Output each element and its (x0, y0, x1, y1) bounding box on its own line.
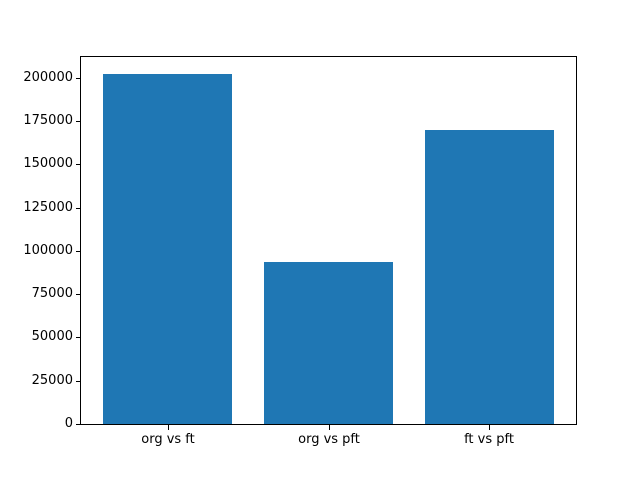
x-tick-mark (329, 425, 330, 430)
y-tick-label: 75000 (31, 286, 73, 301)
x-tick-mark (489, 425, 490, 430)
y-tick-label: 150000 (23, 156, 73, 171)
y-tick-mark (76, 381, 81, 382)
x-tick-mark (168, 425, 169, 430)
y-tick-label: 25000 (31, 373, 73, 388)
bar-org-vs-pft (264, 262, 393, 424)
y-tick-mark (76, 78, 81, 79)
y-tick-mark (76, 121, 81, 122)
bar-ft-vs-pft (425, 130, 554, 424)
y-tick-mark (76, 208, 81, 209)
x-tick-label: org vs ft (141, 432, 195, 447)
y-tick-mark (76, 337, 81, 338)
y-tick-mark (76, 424, 81, 425)
bar-org-vs-ft (103, 74, 232, 424)
y-tick-label: 175000 (23, 113, 73, 128)
x-tick-label: org vs pft (298, 432, 360, 447)
y-tick-mark (76, 164, 81, 165)
y-tick-mark (76, 294, 81, 295)
y-tick-label: 0 (64, 416, 73, 431)
y-tick-label: 100000 (23, 243, 73, 258)
x-tick-label: ft vs pft (464, 432, 514, 447)
y-tick-label: 125000 (23, 200, 73, 215)
y-tick-label: 200000 (23, 70, 73, 85)
y-tick-label: 50000 (31, 329, 73, 344)
y-tick-mark (76, 251, 81, 252)
